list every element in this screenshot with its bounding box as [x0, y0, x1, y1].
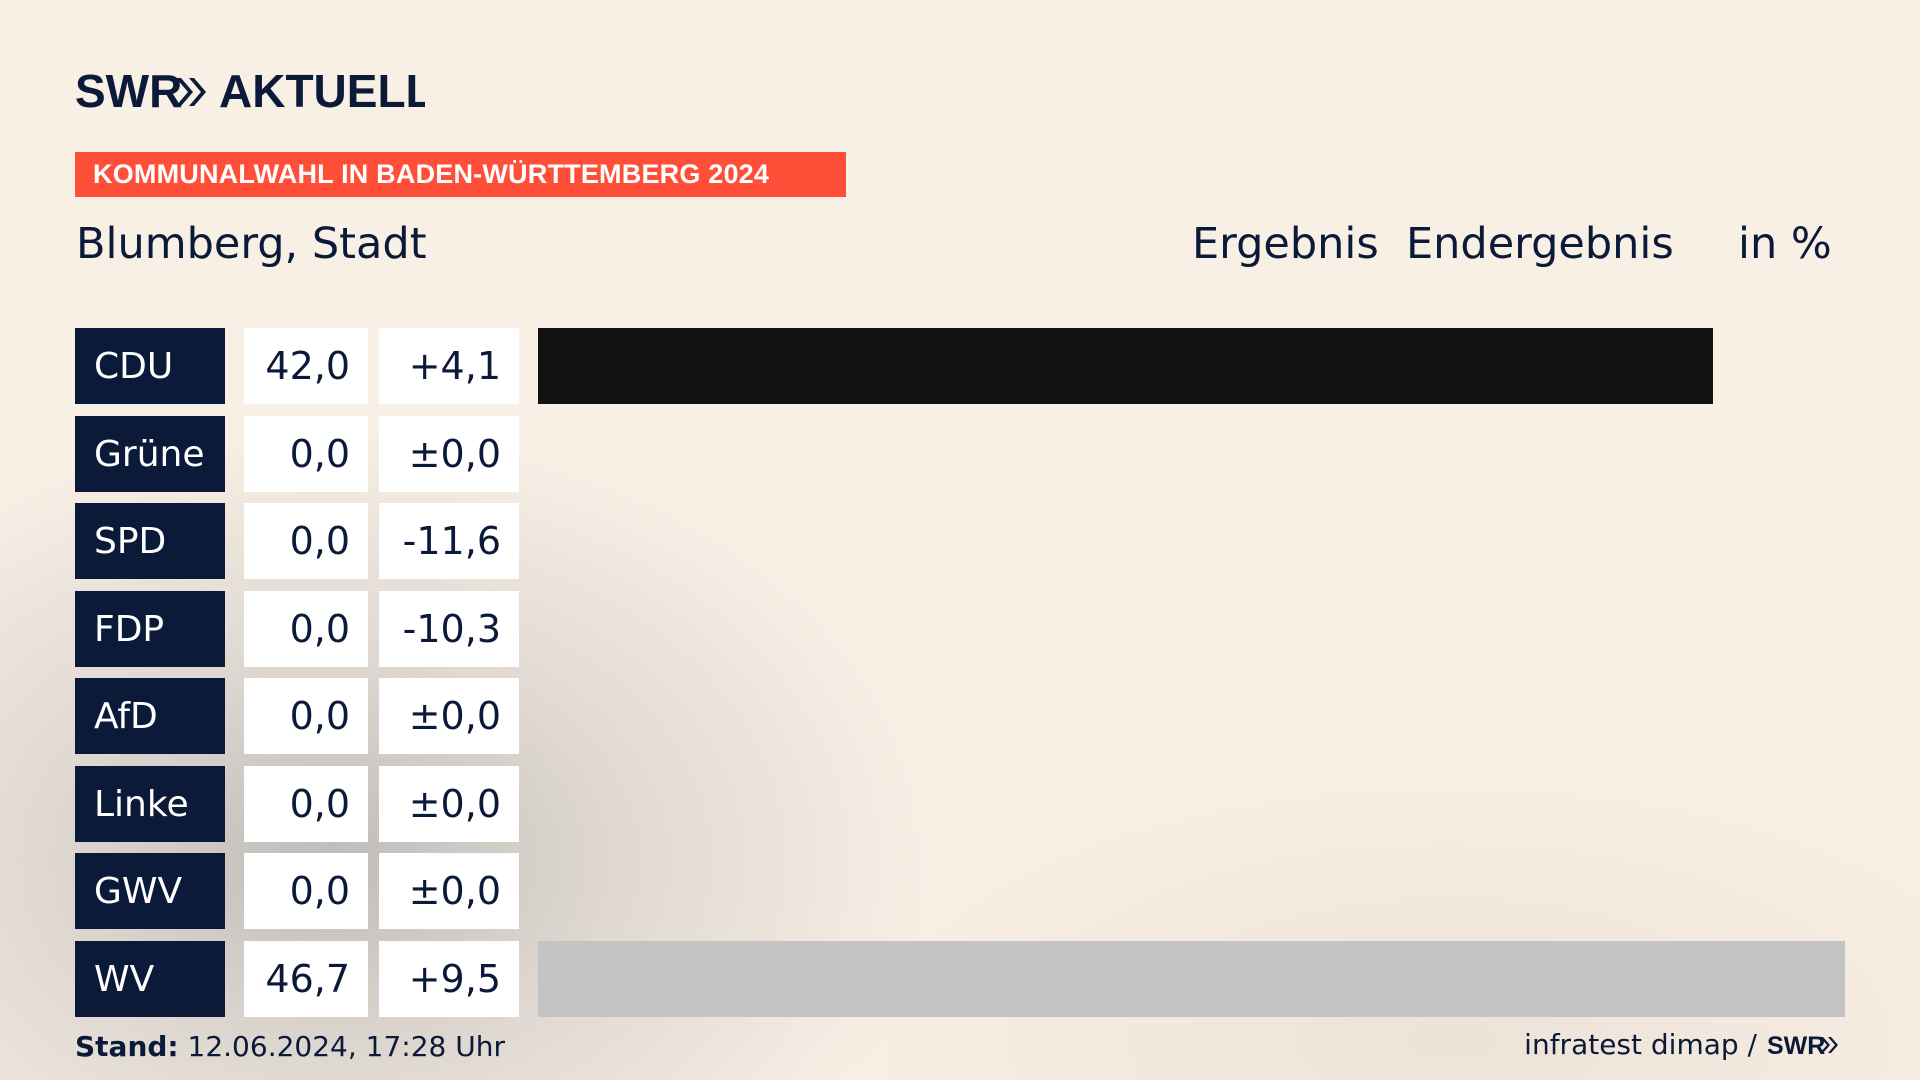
footer-timestamp: Stand: 12.06.2024, 17:28 Uhr: [75, 1030, 505, 1063]
bar-wv: [538, 941, 1845, 1017]
bar-cdu: [538, 328, 1713, 404]
party-name: FDP: [94, 608, 165, 650]
change-box: -11,6: [379, 503, 519, 579]
party-name: CDU: [94, 345, 174, 387]
unit-label: in %: [1738, 219, 1832, 269]
value-label: 0,0: [289, 432, 350, 476]
change-label: ±0,0: [408, 869, 501, 913]
value-box: 0,0: [244, 591, 368, 667]
party-name: AfD: [94, 695, 158, 737]
party-label-box: Grüne: [75, 416, 225, 492]
result-label: Ergebnis: [1192, 219, 1379, 269]
value-label: 0,0: [289, 607, 350, 651]
change-label: -10,3: [402, 607, 501, 651]
location-title: Blumberg, Stadt: [76, 219, 427, 269]
party-label-box: SPD: [75, 503, 225, 579]
stand-value: 12.06.2024, 17:28 Uhr: [187, 1030, 505, 1063]
value-box: 42,0: [244, 328, 368, 404]
value-box: 0,0: [244, 766, 368, 842]
result-type: Endergebnis: [1406, 219, 1674, 269]
change-label: ±0,0: [408, 782, 501, 826]
swr-aktuell-logo: SWR AKTUELL: [75, 66, 425, 117]
change-box: ±0,0: [379, 766, 519, 842]
svg-text:AKTUELL: AKTUELL: [219, 66, 425, 117]
party-label-box: FDP: [75, 591, 225, 667]
value-box: 0,0: [244, 678, 368, 754]
change-label: +9,5: [408, 957, 501, 1001]
party-label-box: Linke: [75, 766, 225, 842]
change-label: ±0,0: [408, 694, 501, 738]
change-box: ±0,0: [379, 678, 519, 754]
value-box: 46,7: [244, 941, 368, 1017]
party-name: Grüne: [94, 433, 205, 475]
party-name: Linke: [94, 783, 189, 825]
change-label: +4,1: [408, 344, 501, 388]
value-label: 0,0: [289, 694, 350, 738]
footer-source: infratest dimap / SWR: [1524, 1028, 1843, 1061]
svg-text:SWR: SWR: [75, 66, 182, 117]
change-box: +4,1: [379, 328, 519, 404]
party-label-box: CDU: [75, 328, 225, 404]
party-name: WV: [94, 958, 155, 1000]
change-label: -11,6: [402, 519, 501, 563]
party-name: GWV: [94, 870, 183, 912]
change-box: -10,3: [379, 591, 519, 667]
change-box: ±0,0: [379, 416, 519, 492]
source-text: infratest dimap /: [1524, 1028, 1757, 1061]
banner-text: KOMMUNALWAHL IN BADEN-WÜRTTEMBERG 2024: [93, 159, 770, 189]
change-label: ±0,0: [408, 432, 501, 476]
change-box: +9,5: [379, 941, 519, 1017]
party-label-box: WV: [75, 941, 225, 1017]
value-label: 0,0: [289, 869, 350, 913]
value-label: 0,0: [289, 519, 350, 563]
party-name: SPD: [94, 520, 167, 562]
svg-text:SWR: SWR: [1767, 1032, 1825, 1059]
election-banner: KOMMUNALWAHL IN BADEN-WÜRTTEMBERG 2024: [75, 152, 846, 197]
value-label: 42,0: [265, 344, 350, 388]
value-box: 0,0: [244, 853, 368, 929]
party-label-box: AfD: [75, 678, 225, 754]
stand-label: Stand:: [75, 1030, 179, 1063]
value-box: 0,0: [244, 503, 368, 579]
change-box: ±0,0: [379, 853, 519, 929]
value-label: 0,0: [289, 782, 350, 826]
value-box: 0,0: [244, 416, 368, 492]
party-label-box: GWV: [75, 853, 225, 929]
value-label: 46,7: [265, 957, 350, 1001]
swr-logo-small: SWR: [1767, 1032, 1838, 1059]
